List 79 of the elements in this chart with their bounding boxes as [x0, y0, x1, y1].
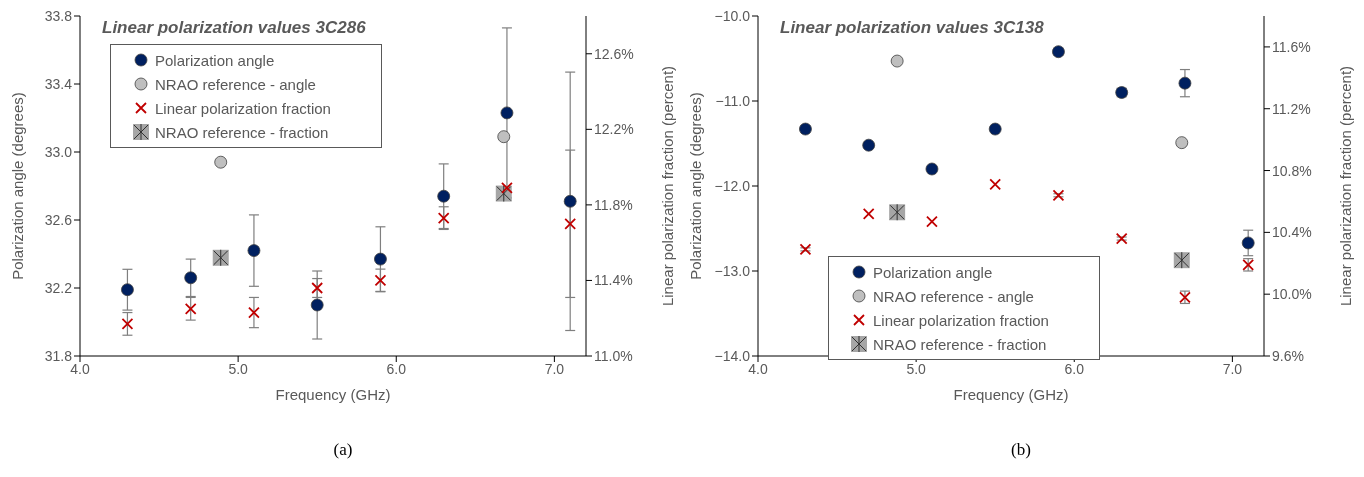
y2-tick-label: 10.8%: [1272, 162, 1312, 179]
x-tick-label: 7.0: [544, 360, 565, 377]
point: [890, 54, 904, 68]
point: [500, 106, 514, 120]
y2-axis-title: Linear polarization fraction (percent): [1337, 65, 1355, 307]
y2-tick-label: 10.0%: [1272, 286, 1312, 303]
point: [1241, 236, 1255, 250]
y-tick-label: −10.0: [714, 7, 751, 24]
point: [799, 243, 812, 256]
point: [501, 181, 513, 194]
y2-tick-label: 11.0%: [594, 347, 633, 364]
y-tick-label: −11.0: [715, 92, 751, 109]
legend-label: NRAO reference - fraction: [155, 123, 329, 141]
y2-tick-label: 9.6%: [1272, 347, 1304, 364]
chart-title: Linear polarization values 3C138: [780, 18, 1044, 38]
x-axis-title: Frequency (GHz): [953, 386, 1069, 403]
point: [248, 306, 260, 319]
point: [1052, 189, 1065, 202]
text: (b): [1011, 440, 1031, 459]
point: [564, 217, 577, 230]
point: [121, 317, 134, 330]
y-tick-label: 32.6: [44, 211, 73, 228]
x-tick-label: 4.0: [70, 360, 90, 377]
point: [121, 283, 134, 297]
legend-label: NRAO reference - angle: [873, 287, 1034, 305]
point: [1178, 76, 1192, 90]
y2-tick-label: 11.6%: [1272, 38, 1311, 55]
point: [374, 252, 387, 266]
point: [437, 189, 451, 203]
point: [1115, 232, 1128, 245]
point: [989, 178, 1002, 191]
point: [926, 215, 938, 228]
point: [311, 282, 324, 294]
y-tick-label: 33.8: [44, 7, 73, 24]
x-tick-label: 4.0: [748, 360, 768, 377]
y2-tick-label: 11.4%: [594, 272, 633, 289]
y2-tick-label: 10.4%: [1272, 224, 1312, 241]
point: [862, 207, 875, 220]
point: [184, 302, 197, 315]
point: [374, 274, 387, 287]
legend-label: Linear polarization fraction: [873, 311, 1049, 329]
text: (a): [333, 440, 353, 459]
y-tick-label: −14.0: [714, 347, 751, 364]
point: [988, 122, 1002, 136]
y-tick-label: −12.0: [714, 177, 751, 194]
legend-label: NRAO reference - angle: [155, 75, 316, 93]
x-tick-label: 7.0: [1222, 360, 1243, 377]
y-tick-label: −13.0: [714, 262, 751, 279]
legend-label: Polarization angle: [155, 51, 275, 69]
x-tick-label: 6.0: [1064, 360, 1085, 377]
y2-tick-label: 11.8%: [594, 196, 633, 213]
point: [862, 138, 876, 152]
point: [184, 271, 198, 285]
point: [563, 194, 577, 208]
x-axis-title: Frequency (GHz): [275, 386, 391, 403]
x-tick-label: 5.0: [228, 360, 249, 377]
chart-title: Linear polarization values 3C286: [102, 18, 366, 38]
point: [1175, 136, 1189, 150]
point: [247, 244, 261, 257]
y2-tick-label: 11.2%: [1272, 100, 1311, 117]
y-axis-title: Polarization angle (degrees): [9, 92, 27, 280]
y-axis-title: Polarization angle (degrees): [687, 92, 705, 280]
point: [497, 130, 511, 144]
x-tick-label: 6.0: [386, 360, 407, 377]
y-tick-label: 32.2: [44, 279, 73, 296]
legend-label: Linear polarization fraction: [155, 99, 331, 117]
y-tick-label: 33.4: [44, 75, 73, 92]
point: [437, 212, 450, 225]
y-tick-label: 31.8: [44, 347, 73, 364]
y2-tick-label: 12.6%: [594, 45, 634, 62]
point: [310, 298, 324, 312]
point: [214, 155, 228, 169]
y2-tick-label: 12.2%: [594, 121, 634, 138]
legend-label: NRAO reference - fraction: [873, 335, 1047, 353]
x-tick-label: 5.0: [906, 360, 927, 377]
y2-axis-title: Linear polarization fraction (percent): [659, 65, 677, 307]
legend-label: Polarization angle: [873, 263, 993, 281]
point: [925, 162, 939, 176]
y-tick-label: 33.0: [44, 143, 73, 160]
